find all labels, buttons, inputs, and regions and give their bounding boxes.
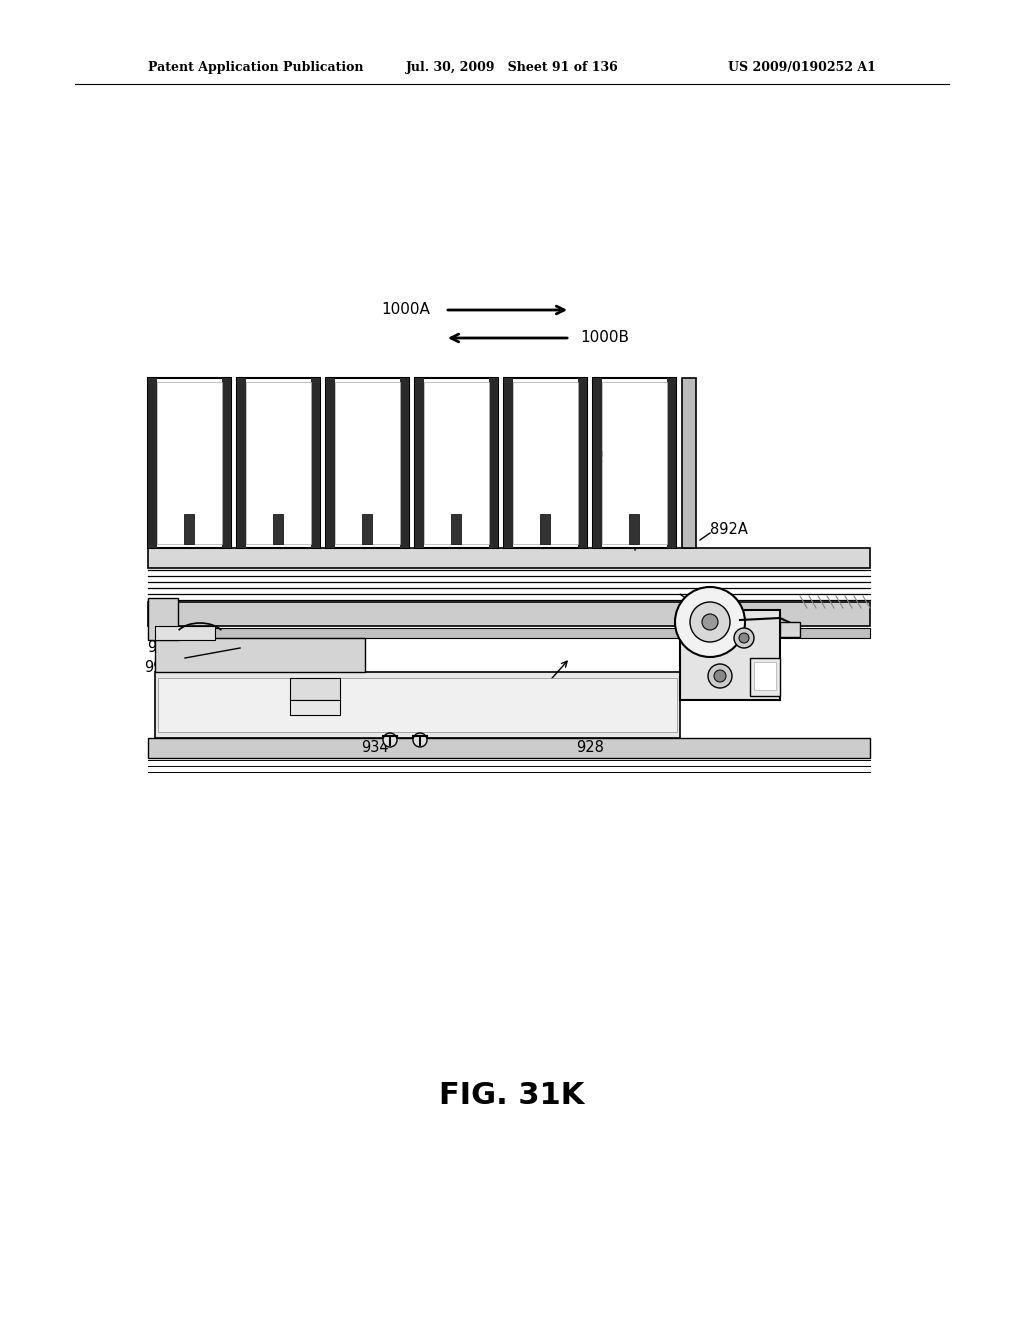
Bar bbox=[680, 610, 780, 700]
Text: 270: 270 bbox=[596, 450, 624, 466]
Bar bbox=[326, 378, 335, 548]
Bar bbox=[148, 602, 870, 626]
Bar bbox=[158, 678, 677, 733]
Bar bbox=[780, 622, 800, 638]
Circle shape bbox=[702, 614, 718, 630]
Circle shape bbox=[714, 671, 726, 682]
Circle shape bbox=[739, 634, 749, 643]
Bar bbox=[335, 381, 400, 544]
Bar bbox=[593, 378, 602, 548]
Text: 938B: 938B bbox=[396, 710, 434, 726]
Polygon shape bbox=[593, 378, 676, 548]
Bar bbox=[155, 626, 215, 640]
Bar bbox=[311, 378, 319, 548]
Bar bbox=[578, 378, 587, 548]
Text: 992: 992 bbox=[147, 640, 175, 656]
Bar bbox=[148, 598, 178, 640]
Bar bbox=[184, 513, 194, 544]
Text: 1000B: 1000B bbox=[580, 330, 629, 346]
Bar bbox=[273, 513, 283, 544]
Bar bbox=[148, 378, 157, 548]
Bar bbox=[754, 663, 776, 690]
Circle shape bbox=[383, 733, 397, 747]
Bar bbox=[489, 378, 498, 548]
Circle shape bbox=[675, 587, 745, 657]
Bar bbox=[290, 700, 340, 715]
Text: 1000A: 1000A bbox=[381, 302, 430, 318]
Bar bbox=[667, 378, 676, 548]
Bar bbox=[504, 378, 513, 548]
Bar bbox=[629, 513, 639, 544]
Text: 890A: 890A bbox=[261, 681, 299, 696]
Text: FIG. 31K: FIG. 31K bbox=[439, 1081, 585, 1110]
Polygon shape bbox=[326, 378, 409, 548]
Bar bbox=[155, 672, 680, 738]
Bar bbox=[540, 513, 550, 544]
Text: 996: 996 bbox=[144, 660, 172, 676]
Bar bbox=[157, 381, 222, 544]
Bar bbox=[148, 628, 870, 638]
Circle shape bbox=[690, 602, 730, 642]
Text: 892A: 892A bbox=[710, 523, 748, 537]
Bar bbox=[148, 738, 870, 758]
Circle shape bbox=[734, 628, 754, 648]
Circle shape bbox=[708, 664, 732, 688]
Bar bbox=[602, 381, 667, 544]
Text: 928: 928 bbox=[577, 741, 604, 755]
Bar bbox=[513, 381, 578, 544]
Bar bbox=[222, 378, 231, 548]
Polygon shape bbox=[148, 378, 231, 548]
Bar bbox=[155, 638, 365, 672]
Bar bbox=[246, 381, 311, 544]
Bar bbox=[682, 378, 696, 548]
Text: 934: 934 bbox=[361, 741, 389, 755]
Bar bbox=[424, 381, 489, 544]
Text: 902: 902 bbox=[498, 710, 526, 726]
Bar bbox=[451, 513, 461, 544]
Text: US 2009/0190252 A1: US 2009/0190252 A1 bbox=[728, 62, 876, 74]
Polygon shape bbox=[415, 378, 498, 548]
Circle shape bbox=[413, 733, 427, 747]
Text: Patent Application Publication: Patent Application Publication bbox=[148, 62, 364, 74]
Polygon shape bbox=[237, 378, 319, 548]
Bar bbox=[750, 657, 780, 696]
Bar bbox=[400, 378, 409, 548]
Bar bbox=[415, 378, 424, 548]
Bar bbox=[148, 548, 870, 568]
Text: 1004: 1004 bbox=[630, 491, 667, 506]
Bar bbox=[290, 678, 340, 700]
Text: 886: 886 bbox=[334, 693, 361, 708]
Polygon shape bbox=[504, 378, 587, 548]
Bar bbox=[237, 378, 246, 548]
Text: Jul. 30, 2009   Sheet 91 of 136: Jul. 30, 2009 Sheet 91 of 136 bbox=[406, 62, 618, 74]
Bar bbox=[362, 513, 372, 544]
